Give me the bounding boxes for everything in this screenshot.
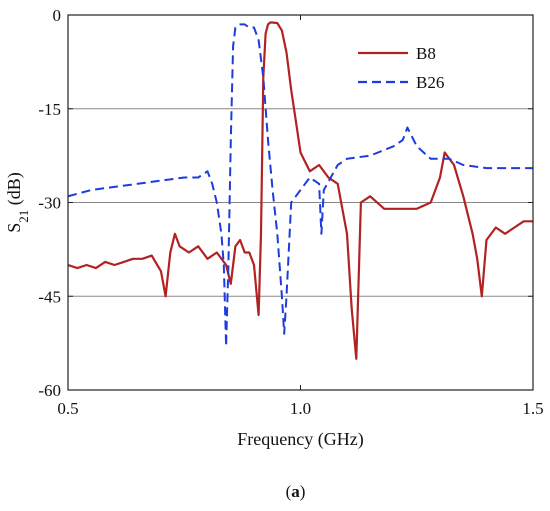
x-tick-label: 1.0 xyxy=(290,399,311,418)
x-tick-label: 0.5 xyxy=(57,399,78,418)
x-axis-title: Frequency (GHz) xyxy=(237,429,363,450)
axis-ticks xyxy=(67,14,534,391)
figure-caption: (a) xyxy=(286,482,306,501)
grid-lines xyxy=(68,108,533,297)
legend: B8 B26 xyxy=(358,44,444,92)
legend-label-b26: B26 xyxy=(416,73,444,92)
series-layer xyxy=(68,21,533,360)
y-tick-label: -45 xyxy=(38,287,61,306)
y-tick-label: -15 xyxy=(38,100,61,119)
x-tick-label: 1.5 xyxy=(522,399,543,418)
y-tick-label: -60 xyxy=(38,381,61,400)
series-line-b8 xyxy=(68,21,533,360)
y-tick-label: -30 xyxy=(38,194,61,213)
tick-labels: 0 -15 -30 -45 -600.5 1.0 1.5 xyxy=(38,6,543,418)
y-tick-label: 0 xyxy=(53,6,62,25)
series-line-b26 xyxy=(68,23,533,348)
y-axis-title-sub: 21 xyxy=(16,210,31,223)
y-axis-title-unit: (dB) xyxy=(4,172,25,210)
y-axis-title: S21 (dB) xyxy=(4,172,31,233)
y-axis-title-main: S xyxy=(4,223,24,233)
legend-label-b8: B8 xyxy=(416,44,436,63)
